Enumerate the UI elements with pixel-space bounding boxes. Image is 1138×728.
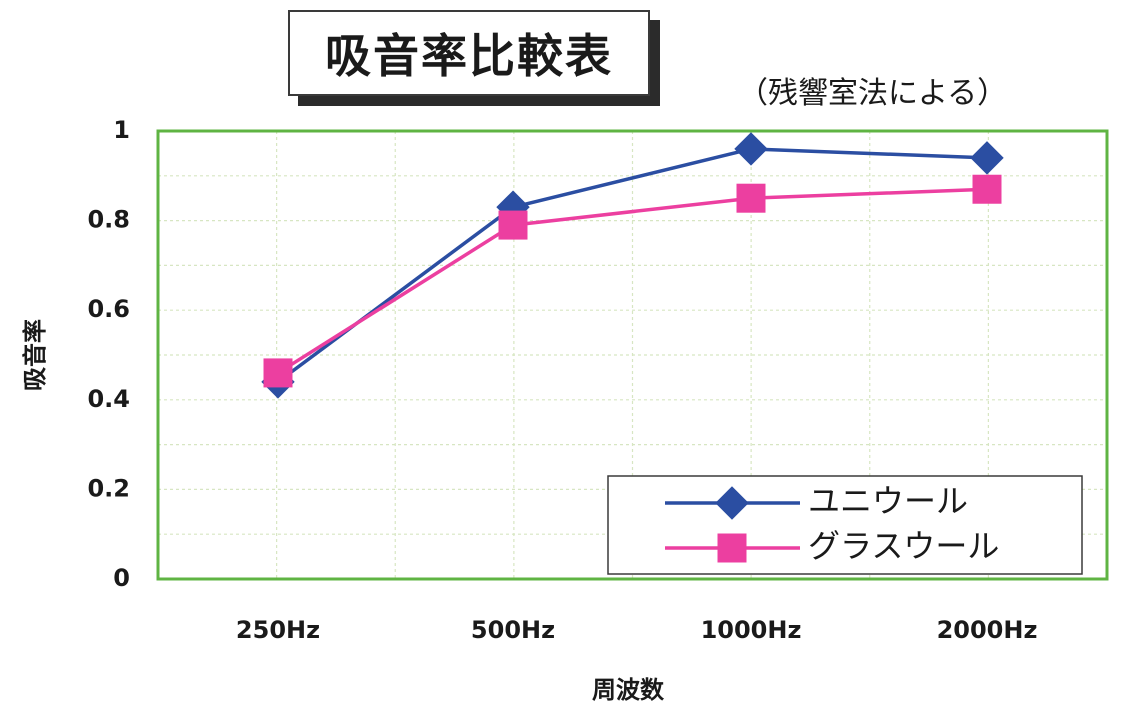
y-tick-label: 0.6: [87, 295, 130, 323]
data-point-square: [498, 210, 528, 240]
legend-marker: [717, 533, 747, 563]
series-line: [277, 187, 988, 375]
legend-entry: グラスウール: [665, 527, 999, 565]
y-axis-title: 吸音率: [21, 319, 49, 391]
plot-area-border: [156, 129, 1109, 581]
y-tick-label: 0.2: [87, 474, 130, 502]
x-axis-ticks: 250Hz 500Hz 1000Hz 2000Hz: [236, 616, 1038, 644]
series-group: [261, 132, 1004, 399]
data-point-diamond: [734, 132, 768, 166]
y-tick-label: 0.8: [87, 206, 130, 234]
legend-entry: ユニウール: [665, 482, 968, 520]
data-point-square: [736, 183, 766, 213]
chart-title: 吸音率比較表: [288, 10, 650, 96]
y-tick-label: 1: [113, 116, 130, 144]
legend-box: [607, 475, 1083, 575]
y-tick-label: 0.4: [87, 385, 130, 413]
chart-subtitle: （残響室法による）: [738, 76, 1008, 111]
series-line: [276, 147, 988, 384]
y-tick-label: 0: [113, 564, 130, 592]
x-axis-title: 周波数: [592, 676, 665, 704]
x-tick-label: 2000Hz: [937, 616, 1038, 644]
data-point-square: [972, 174, 1002, 204]
series-2: [263, 174, 1002, 388]
legend-marker: [715, 486, 749, 520]
x-tick-label: 500Hz: [471, 616, 555, 644]
legend-label: グラスウール: [808, 527, 999, 565]
legend-label: ユニウール: [808, 482, 968, 520]
data-point-diamond: [970, 141, 1004, 175]
x-tick-label: 1000Hz: [701, 616, 802, 644]
y-axis-ticks: 0 0.2 0.4 0.6 0.8 1: [87, 116, 130, 592]
x-tick-label: 250Hz: [236, 616, 320, 644]
data-point-square: [263, 358, 293, 388]
